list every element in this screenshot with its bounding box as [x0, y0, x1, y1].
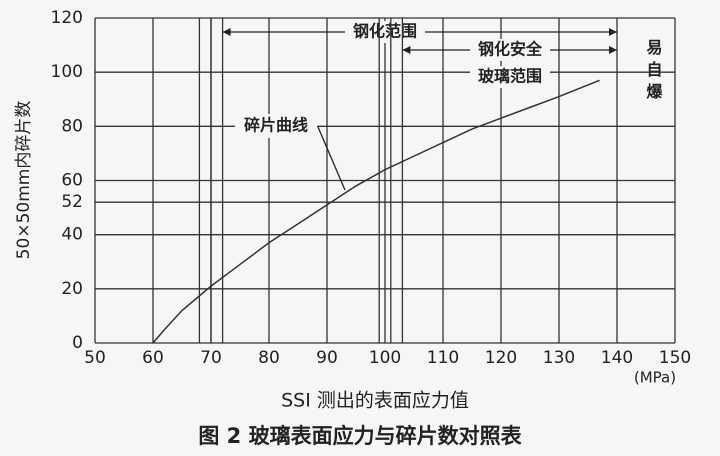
x-tick-label: 120 [485, 348, 517, 368]
x-tick-label: 60 [142, 348, 164, 368]
range-label: 钢化安全 [478, 40, 543, 59]
y-tick-label: 52 [61, 192, 83, 212]
range-label: 玻璃范围 [478, 67, 542, 86]
label-bg [235, 114, 317, 138]
x-tick-label: 50 [84, 348, 106, 368]
arrow-head [222, 28, 231, 36]
y-tick-label: 120 [51, 8, 83, 28]
x-tick-label: 130 [543, 348, 575, 368]
x-tick-label: 110 [427, 348, 459, 368]
label-bg [470, 66, 550, 88]
x-axis-unit: (MPa) [634, 369, 676, 387]
y-tick-label: 100 [51, 62, 83, 82]
chart-title: 图 2 玻璃表面应力与碎片数对照表 [198, 424, 522, 448]
label-bg [345, 21, 425, 43]
arrow-head [402, 46, 411, 54]
x-axis-title: SSI 测出的表面应力值 [281, 390, 469, 412]
y-tick-label: 20 [61, 279, 83, 299]
x-tick-label: 70 [200, 348, 222, 368]
y-tick-label: 0 [72, 333, 83, 353]
label-bg [470, 39, 550, 61]
arrow-head [609, 28, 617, 36]
x-tick-label: 100 [369, 348, 401, 368]
curve-leader [317, 126, 346, 191]
data-line [152, 79, 600, 344]
x-tick-label: 80 [258, 348, 280, 368]
curve-label: 碎片曲线 [244, 116, 308, 135]
x-tick-label: 90 [316, 348, 338, 368]
y-tick-label: 40 [61, 225, 83, 245]
x-tick-label: 140 [601, 348, 633, 368]
y-tick-label: 80 [61, 116, 83, 136]
arrow-head [609, 46, 617, 54]
x-tick-label: 150 [659, 348, 691, 368]
range-label: 钢化范围 [353, 22, 417, 41]
y-tick-label: 60 [61, 171, 83, 191]
y-axis-title: 50×50mm内碎片数 [14, 101, 34, 260]
